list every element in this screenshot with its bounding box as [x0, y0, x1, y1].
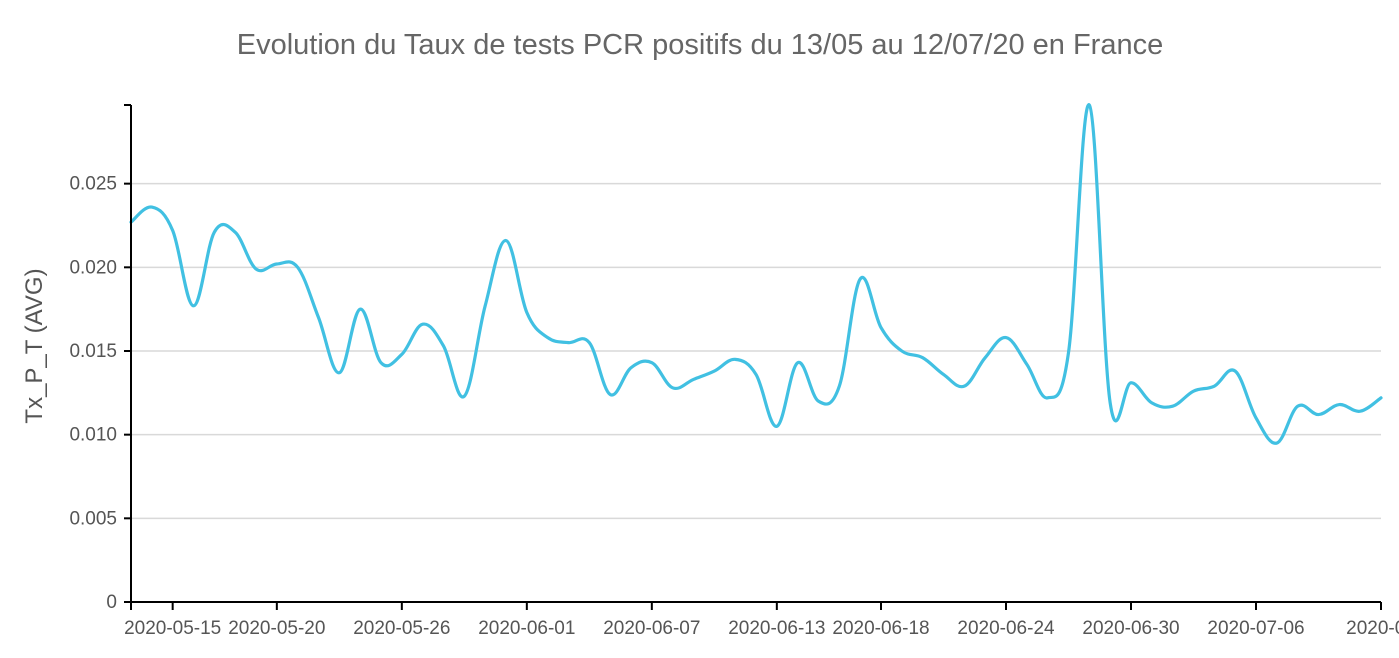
axes: 0 0.005 0.010 0.015 0.020 0.025 2020-05-15 2020… — [69, 104, 1399, 639]
x-tick-label: 2020-05-20 — [228, 618, 325, 639]
data-point — [838, 385, 841, 388]
data-point — [900, 349, 903, 352]
data-point — [234, 231, 237, 234]
data-point — [463, 395, 466, 398]
data-point — [1004, 336, 1007, 339]
data-point — [213, 231, 216, 234]
x-tick-label: 2020-06-24 — [957, 618, 1055, 639]
data-point — [254, 267, 257, 270]
series-line — [129, 103, 1383, 445]
data-point — [525, 311, 528, 314]
data-point — [942, 373, 945, 376]
data-point — [192, 304, 195, 307]
y-tick-label: 0.025 — [69, 174, 117, 195]
x-tick-label: 2020-05-26 — [353, 618, 450, 639]
data-point — [421, 323, 424, 326]
data-point — [359, 308, 362, 311]
data-point — [1275, 441, 1278, 444]
data-point — [1296, 405, 1299, 408]
chart-title: Evolution du Taux de tests PCR positifs … — [237, 29, 1163, 61]
data-point — [171, 229, 174, 232]
data-point — [1129, 381, 1132, 384]
data-point — [775, 425, 778, 428]
data-point — [984, 356, 987, 359]
y-tick-label: 0.020 — [69, 257, 117, 278]
data-point — [921, 356, 924, 359]
data-point — [567, 341, 570, 344]
data-point — [963, 385, 966, 388]
data-point — [1338, 403, 1341, 406]
data-point — [317, 316, 320, 319]
data-point — [1150, 401, 1153, 404]
data-point — [1025, 363, 1028, 366]
data-point — [504, 239, 507, 242]
data-point — [400, 353, 403, 356]
data-point — [1067, 351, 1070, 354]
data-point — [734, 358, 737, 361]
data-point — [796, 361, 799, 364]
y-tick-label: 0.005 — [69, 508, 117, 529]
data-point — [275, 262, 278, 265]
data-point — [296, 266, 299, 269]
y-tick-label: 0 — [106, 592, 117, 613]
x-tick-label: 2020-07-06 — [1207, 618, 1304, 639]
data-point — [1359, 410, 1362, 413]
x-tick-label: 2020-06-18 — [832, 618, 929, 639]
data-point — [442, 344, 445, 347]
data-point — [671, 386, 674, 389]
data-point — [1254, 416, 1257, 419]
data-point — [754, 373, 757, 376]
data-point — [1234, 369, 1237, 372]
data-point — [609, 393, 612, 396]
data-point — [817, 400, 820, 403]
data-point — [588, 341, 591, 344]
data-point — [1046, 396, 1049, 399]
x-tick-label: 2020-06-07 — [603, 618, 700, 639]
data-point — [379, 361, 382, 364]
data-point — [1109, 401, 1112, 404]
data-point — [484, 304, 487, 307]
data-point — [879, 326, 882, 329]
data-point — [546, 336, 549, 339]
x-tick-label: 2020-07 — [1346, 618, 1399, 639]
grid-lines — [131, 182, 1381, 520]
data-point — [338, 371, 341, 374]
data-point — [629, 366, 632, 369]
data-point — [859, 277, 862, 280]
y-tick-label: 0.015 — [69, 341, 117, 362]
data-point — [150, 205, 153, 208]
data-point — [1379, 396, 1382, 399]
data-point — [1171, 405, 1174, 408]
data-point — [1192, 390, 1195, 393]
data-point — [692, 378, 695, 381]
x-tick-label: 2020-06-01 — [478, 618, 575, 639]
data-point — [1088, 103, 1091, 106]
x-tick-label: 2020-06-30 — [1082, 618, 1179, 639]
x-tick-label: 2020-06-13 — [728, 618, 825, 639]
y-tick-label: 0.010 — [69, 425, 117, 446]
y-axis-label: Tx_P_T (AVG) — [21, 268, 48, 423]
data-point — [1317, 413, 1320, 416]
data-point — [650, 361, 653, 364]
series-layer — [129, 103, 1383, 445]
data-point — [713, 369, 716, 372]
data-point — [1213, 385, 1216, 388]
x-tick-label: 2020-05-15 — [124, 618, 221, 639]
